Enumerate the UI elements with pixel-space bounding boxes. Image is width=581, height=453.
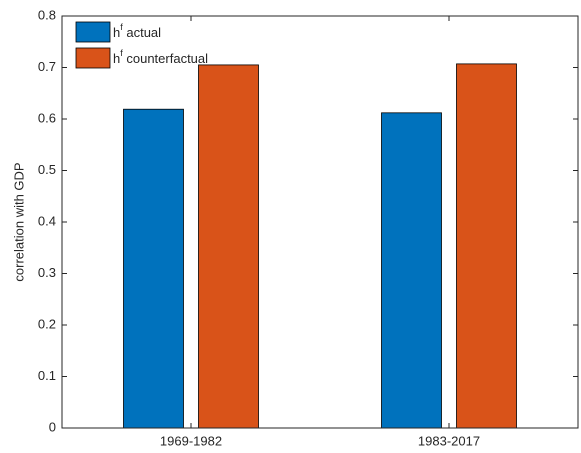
y-tick-label: 0.1 <box>38 368 56 383</box>
y-tick-label: 0.3 <box>38 265 56 280</box>
bar <box>456 63 517 429</box>
y-tick-label: 0 <box>49 419 56 434</box>
bar <box>381 112 442 429</box>
x-tick-label: 1969-1982 <box>160 433 222 448</box>
legend-swatch <box>75 21 111 43</box>
y-tick-label: 0.5 <box>38 162 56 177</box>
legend-label: hf actual <box>113 22 161 40</box>
bar <box>123 108 184 429</box>
y-axis-label: correlation with GDP <box>11 162 26 281</box>
y-tick-label: 0.7 <box>38 59 56 74</box>
legend-swatch <box>75 47 111 69</box>
y-tick-label: 0.6 <box>38 110 56 125</box>
bar <box>198 64 259 429</box>
x-tick-label: 1983-2017 <box>418 433 480 448</box>
axes-box <box>61 15 579 429</box>
y-tick-label: 0.8 <box>38 7 56 22</box>
y-tick-label: 0.4 <box>38 213 56 228</box>
y-tick-label: 0.2 <box>38 316 56 331</box>
legend-label: hf counterfactual <box>113 48 208 66</box>
